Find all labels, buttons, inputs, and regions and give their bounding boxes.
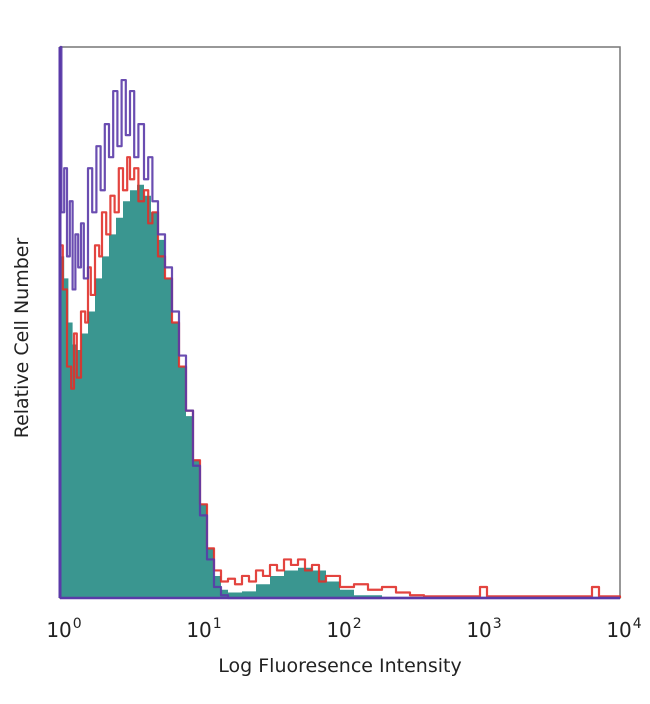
tick-base: 10 (46, 618, 72, 642)
x-tick-label: 100 (46, 616, 81, 642)
tick-base: 10 (466, 618, 492, 642)
tick-exponent: 2 (352, 616, 362, 632)
series-layer (60, 45, 622, 600)
tick-exponent: 0 (72, 616, 82, 632)
tick-base: 10 (186, 618, 212, 642)
tick-exponent: 1 (212, 616, 222, 632)
x-tick-label: 101 (186, 616, 221, 642)
x-tick-label: 102 (326, 616, 361, 642)
x-tick-label: 104 (606, 616, 641, 642)
tick-base: 10 (606, 618, 632, 642)
x-tick-label: 103 (466, 616, 501, 642)
y-axis-label: Relative Cell Number (11, 237, 33, 439)
x-axis-label: Log Fluoresence Intensity (218, 655, 462, 677)
series-purple (60, 45, 620, 600)
tick-base: 10 (326, 618, 352, 642)
tick-exponent: 4 (632, 616, 642, 632)
tick-exponent: 3 (492, 616, 502, 632)
series-filled (60, 184, 620, 598)
